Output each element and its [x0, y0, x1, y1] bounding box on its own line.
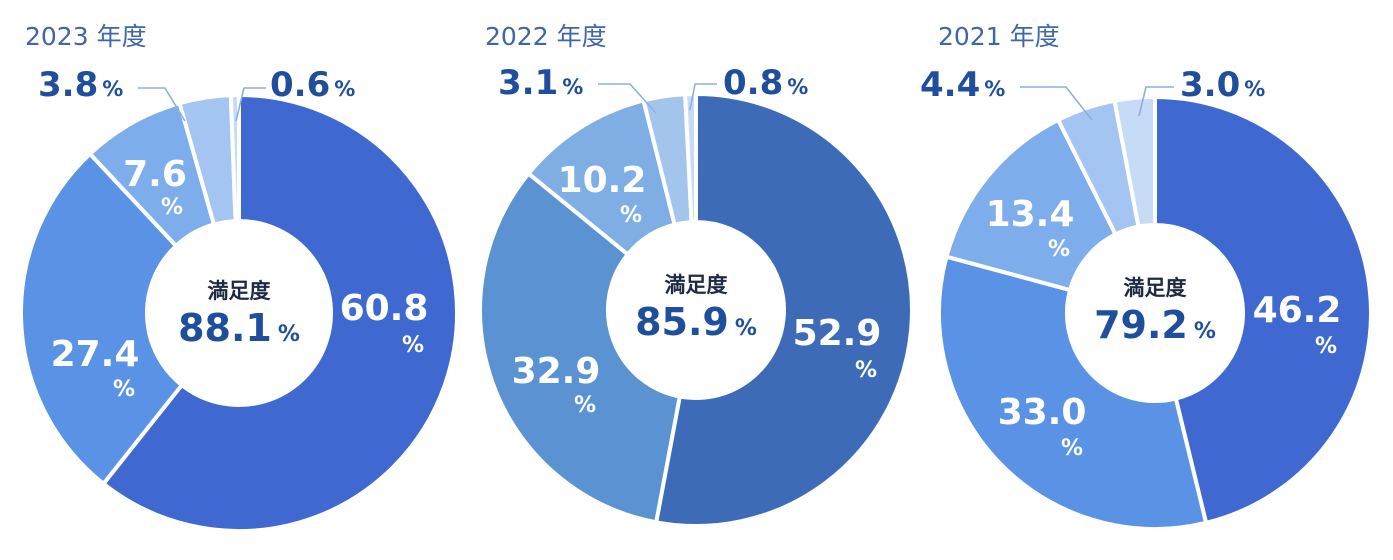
data-label-2023-slice-1-unit: % — [402, 333, 424, 358]
center-value-2021: 79.2% — [1094, 303, 1216, 347]
data-label-2021-slice-1: 46.2 — [1253, 290, 1342, 331]
data-label-2021-slice-2-unit: % — [1061, 436, 1083, 461]
data-label-2021-slice-1-unit: % — [1315, 334, 1337, 359]
data-label-2022-slice-3-unit: % — [620, 203, 642, 228]
leader-line-2023-slice-5 — [235, 87, 266, 122]
donut-slice-2023-1 — [101, 93, 459, 533]
donut-slice-2021-5 — [1112, 95, 1157, 229]
donut-chart-2023: 満足度 88.1% 60.8 % 27.4 % 7.6 % 3.8% 0.6% — [38, 65, 428, 402]
data-label-2023-slice-3: 7.6 — [123, 154, 187, 195]
data-label-2022-slice-1: 52.9 — [793, 313, 882, 354]
center-label-2021: 満足度 — [1124, 276, 1187, 300]
donut-chart-2022: 満足度 85.9% 52.9 % 32.9 % 10.2 % 3.1% 0.8% — [498, 63, 881, 418]
leader-line-2021-slice-5 — [1138, 86, 1174, 117]
data-label-2021-slice-3: 13.4 — [986, 194, 1075, 235]
data-label-2023-slice-2-unit: % — [113, 377, 135, 402]
donut-slice-2023-2 — [19, 151, 184, 486]
donut-slice-2022-5 — [683, 92, 698, 225]
data-label-2023-slice-5: 0.6% — [270, 65, 355, 105]
donut-slice-2023-5 — [228, 93, 241, 224]
data-label-2022-slice-5: 0.8% — [723, 63, 808, 103]
chart-title-2022: 2022 年度 — [485, 22, 607, 51]
data-label-2023-slice-1: 60.8 — [340, 288, 429, 329]
data-label-2023-slice-4: 3.8% — [38, 65, 123, 105]
leader-line-2022-slice-5 — [689, 83, 717, 111]
center-label-2023: 満足度 — [208, 279, 271, 303]
chart-title-2023: 2023 年度 — [25, 22, 147, 51]
donut-slice-2021-1 — [1153, 95, 1373, 525]
center-value-2022: 85.9% — [635, 300, 757, 344]
leader-line-2022-slice-4 — [598, 83, 657, 114]
donut-slice-2021-3 — [944, 117, 1118, 293]
data-label-2023-slice-2: 27.4 — [51, 334, 140, 375]
data-label-2022-slice-2: 32.9 — [512, 351, 601, 392]
data-label-2021-slice-5: 3.0% — [1180, 65, 1265, 105]
donut-chart-2021: 満足度 79.2% 46.2 % 33.0 % 13.4 % 4.4% 3.0% — [920, 65, 1341, 461]
center-label-2022: 満足度 — [665, 273, 728, 297]
leader-line-2021-slice-4 — [1020, 86, 1093, 121]
leader-line-2023-slice-4 — [138, 87, 186, 122]
data-label-2022-slice-3: 10.2 — [558, 160, 647, 201]
chart-title-2021: 2021 年度 — [938, 22, 1060, 51]
data-label-2021-slice-2: 33.0 — [998, 392, 1087, 433]
data-label-2021-slice-4: 4.4% — [920, 65, 1005, 105]
data-label-2023-slice-3-unit: % — [161, 195, 183, 220]
donut-slice-2022-1 — [654, 92, 914, 528]
data-label-2022-slice-1-unit: % — [855, 358, 877, 383]
data-label-2022-slice-2-unit: % — [574, 393, 596, 418]
center-value-2023: 88.1% — [178, 306, 300, 350]
donut-slice-2021-2 — [937, 254, 1209, 531]
data-label-2021-slice-3-unit: % — [1048, 237, 1070, 262]
donut-slice-2022-2 — [478, 171, 682, 525]
data-label-2022-slice-4: 3.1% — [498, 63, 583, 103]
